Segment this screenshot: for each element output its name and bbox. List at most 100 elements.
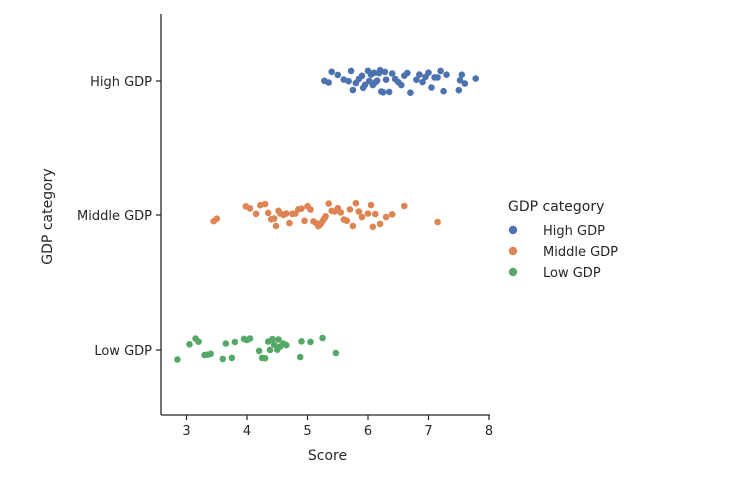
data-point xyxy=(369,223,377,231)
data-point xyxy=(428,84,435,91)
data-point xyxy=(283,210,290,217)
data-point xyxy=(346,206,354,213)
data-point xyxy=(358,72,366,80)
data-point xyxy=(419,78,426,86)
data-point xyxy=(382,76,390,83)
data-point xyxy=(213,215,221,222)
data-point xyxy=(261,354,269,362)
data-point xyxy=(379,89,387,96)
data-point xyxy=(325,200,333,207)
data-point xyxy=(301,217,308,225)
data-point xyxy=(413,76,420,83)
data-point xyxy=(255,347,263,355)
x-tick-label: 6 xyxy=(364,424,372,439)
data-point xyxy=(298,205,305,212)
data-point xyxy=(352,199,360,207)
data-point xyxy=(222,340,230,347)
data-point xyxy=(370,69,378,77)
data-point xyxy=(461,80,469,87)
data-point xyxy=(298,338,305,345)
y-tick-label: Low GDP xyxy=(94,344,152,359)
data-point xyxy=(416,71,423,78)
y-axis-label: GDP category xyxy=(40,168,56,264)
data-point xyxy=(425,69,432,76)
data-point xyxy=(349,86,357,94)
data-point xyxy=(345,77,352,85)
data-point xyxy=(388,70,396,77)
x-ticks: 3 4 5 6 7 8 xyxy=(182,415,493,439)
data-point xyxy=(332,349,340,357)
data-point xyxy=(347,67,355,75)
data-point xyxy=(252,210,260,218)
data-point xyxy=(440,87,447,95)
data-point xyxy=(231,338,239,346)
legend-marker xyxy=(508,267,518,277)
data-point xyxy=(283,341,290,349)
data-point xyxy=(401,202,408,210)
data-point xyxy=(376,220,384,228)
x-tick-label: 4 xyxy=(243,424,251,439)
data-point xyxy=(319,334,326,342)
data-point xyxy=(275,336,282,343)
data-point xyxy=(307,338,314,346)
data-point xyxy=(455,86,463,94)
data-point xyxy=(219,355,227,363)
marks-layer xyxy=(174,66,480,363)
data-point xyxy=(286,219,293,227)
data-point xyxy=(266,346,274,354)
data-point xyxy=(372,210,379,218)
data-point xyxy=(186,341,193,348)
legend-label: Middle GDP xyxy=(543,245,618,260)
data-point xyxy=(434,74,441,81)
x-tick-label: 7 xyxy=(424,424,432,439)
legend-items: High GDP Middle GDP Low GDP xyxy=(508,224,618,281)
y-tick-label: Middle GDP xyxy=(77,209,152,224)
data-point xyxy=(364,210,372,217)
data-point xyxy=(334,71,342,79)
data-point xyxy=(456,77,464,84)
data-point xyxy=(398,81,405,89)
data-point xyxy=(328,68,336,76)
data-point xyxy=(358,213,366,221)
x-axis-label: Score xyxy=(308,448,347,464)
data-point xyxy=(381,68,389,76)
data-point xyxy=(246,335,254,342)
x-tick-label: 3 xyxy=(182,424,190,439)
data-point xyxy=(388,211,396,218)
y-tick-label: High GDP xyxy=(90,75,152,90)
x-tick-label: 8 xyxy=(485,424,493,439)
data-point xyxy=(207,350,214,358)
legend: GDP category High GDP Middle GDP Low GDP xyxy=(508,199,618,281)
data-point xyxy=(270,215,278,222)
data-point xyxy=(367,201,375,209)
legend-label: Low GDP xyxy=(543,266,601,281)
x-tick-label: 5 xyxy=(303,424,311,439)
data-point xyxy=(272,222,280,230)
data-point xyxy=(325,79,333,86)
data-point xyxy=(434,218,441,226)
data-point xyxy=(228,354,236,362)
data-point xyxy=(195,338,202,346)
data-point xyxy=(458,71,466,78)
data-point xyxy=(361,81,369,89)
data-point xyxy=(382,213,390,221)
y-ticks: High GDP Middle GDP Low GDP xyxy=(77,75,161,359)
data-point xyxy=(307,206,314,213)
data-point xyxy=(337,209,345,216)
data-point xyxy=(472,75,480,82)
legend-label: High GDP xyxy=(543,224,605,239)
legend-marker xyxy=(508,246,518,256)
data-point xyxy=(343,217,351,224)
legend-marker xyxy=(508,225,518,235)
data-point xyxy=(174,356,181,363)
data-point xyxy=(385,88,393,96)
data-point xyxy=(404,69,411,77)
legend-title: GDP category xyxy=(508,199,604,215)
data-point xyxy=(437,67,444,75)
data-point xyxy=(264,209,272,217)
data-point xyxy=(355,208,363,215)
data-point xyxy=(246,205,254,212)
data-point xyxy=(349,222,357,230)
data-point xyxy=(322,213,329,220)
